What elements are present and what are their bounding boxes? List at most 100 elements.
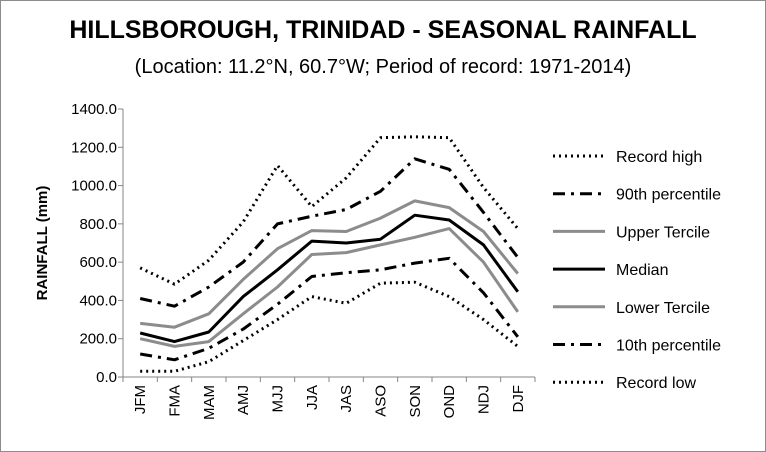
chart-title: HILLSBOROUGH, TRINIDAD - SEASONAL RAINFA…	[69, 16, 697, 44]
data-point	[173, 370, 176, 373]
data-point	[207, 347, 210, 350]
series-line	[139, 213, 520, 344]
data-point	[413, 236, 416, 239]
data-point	[448, 206, 451, 209]
series-line	[139, 227, 520, 348]
data-point	[276, 222, 279, 225]
data-point	[242, 312, 245, 315]
data-point	[516, 345, 519, 348]
data-point	[448, 168, 451, 171]
data-point	[413, 157, 416, 160]
x-tick-label: ASO	[373, 385, 390, 417]
data-point	[139, 337, 142, 340]
data-point	[310, 275, 313, 278]
data-point	[482, 230, 485, 233]
data-point	[139, 331, 142, 334]
data-point	[379, 268, 382, 271]
data-point	[379, 190, 382, 193]
legend-label: Record low	[616, 375, 696, 392]
data-point	[482, 186, 485, 189]
data-point	[482, 243, 485, 246]
data-point	[173, 326, 176, 329]
data-point	[379, 217, 382, 220]
data-point	[139, 322, 142, 325]
data-point	[379, 238, 382, 241]
data-point	[242, 328, 245, 331]
data-point	[516, 272, 519, 275]
data-point	[310, 205, 313, 208]
legend-label: Lower Tercile	[616, 300, 710, 317]
data-point	[242, 220, 245, 223]
x-tick-label: NDJ	[476, 385, 493, 414]
series-line	[140, 199, 519, 329]
data-point	[413, 281, 416, 284]
data-point	[379, 282, 382, 285]
data-point	[448, 295, 451, 298]
data-point	[310, 229, 313, 232]
data-point	[482, 318, 485, 321]
data-point	[482, 261, 485, 264]
y-tick-label: 1400.0	[71, 101, 117, 118]
data-point	[173, 283, 176, 286]
legend-label: Upper Tercile	[616, 224, 710, 241]
data-point	[448, 136, 451, 139]
series-line	[139, 256, 519, 362]
data-point	[310, 295, 313, 298]
y-tick-label: 1200.0	[71, 139, 117, 156]
x-tick-label: AMJ	[235, 385, 252, 415]
data-point	[139, 370, 142, 373]
data-point	[379, 136, 382, 139]
data-point	[482, 291, 485, 294]
data-point	[276, 303, 279, 306]
data-point	[379, 243, 382, 246]
data-point	[345, 176, 348, 179]
y-tick-label: 0.0	[96, 369, 117, 386]
data-point	[413, 199, 416, 202]
y-axis-label: RAINFALL (mm)	[34, 186, 51, 301]
data-point	[345, 271, 348, 274]
data-point	[345, 208, 348, 211]
data-point	[207, 340, 210, 343]
data-point	[310, 215, 313, 218]
series-lines	[139, 135, 520, 373]
data-point	[516, 335, 519, 338]
data-point	[345, 230, 348, 233]
y-tick-label: 800.0	[79, 216, 117, 233]
data-point	[173, 345, 176, 348]
x-tick-label: JJA	[304, 385, 321, 410]
data-point	[413, 135, 416, 138]
data-point	[516, 290, 519, 293]
data-point	[448, 219, 451, 222]
legend-label: Median	[616, 262, 668, 279]
data-point	[276, 247, 279, 250]
y-tick-label: 600.0	[79, 254, 117, 271]
tick-labels: 0.0 200.0 400.0 600.0 800.0 1000.0 1200.0 1400.…	[71, 101, 527, 420]
x-tick-label: FMA	[167, 385, 184, 417]
data-point	[242, 278, 245, 281]
data-point	[413, 214, 416, 217]
data-point	[345, 302, 348, 305]
data-point	[207, 259, 210, 262]
x-tick-label: DJF	[510, 385, 527, 413]
data-point	[310, 240, 313, 243]
data-point	[173, 305, 176, 308]
data-point	[345, 242, 348, 245]
legend-label: 10th percentile	[616, 338, 721, 355]
legend: Record high 90th percentile Upper Tercile M…	[553, 149, 721, 392]
data-point	[310, 253, 313, 256]
data-point	[139, 353, 142, 356]
data-point	[207, 312, 210, 315]
data-point	[276, 286, 279, 289]
data-point	[242, 295, 245, 298]
data-point	[482, 211, 485, 214]
x-tick-label: MAM	[201, 385, 218, 420]
data-point	[207, 286, 210, 289]
x-tick-label: SON	[407, 385, 424, 418]
chart-subtitle: (Location: 11.2°N, 60.7°W; Period of rec…	[134, 56, 632, 78]
x-tick-label: JFM	[132, 385, 149, 414]
data-point	[516, 256, 519, 259]
x-tick-label: MJJ	[270, 385, 287, 413]
y-tick-label: 1000.0	[71, 178, 117, 195]
data-point	[516, 227, 519, 230]
data-point	[207, 360, 210, 363]
